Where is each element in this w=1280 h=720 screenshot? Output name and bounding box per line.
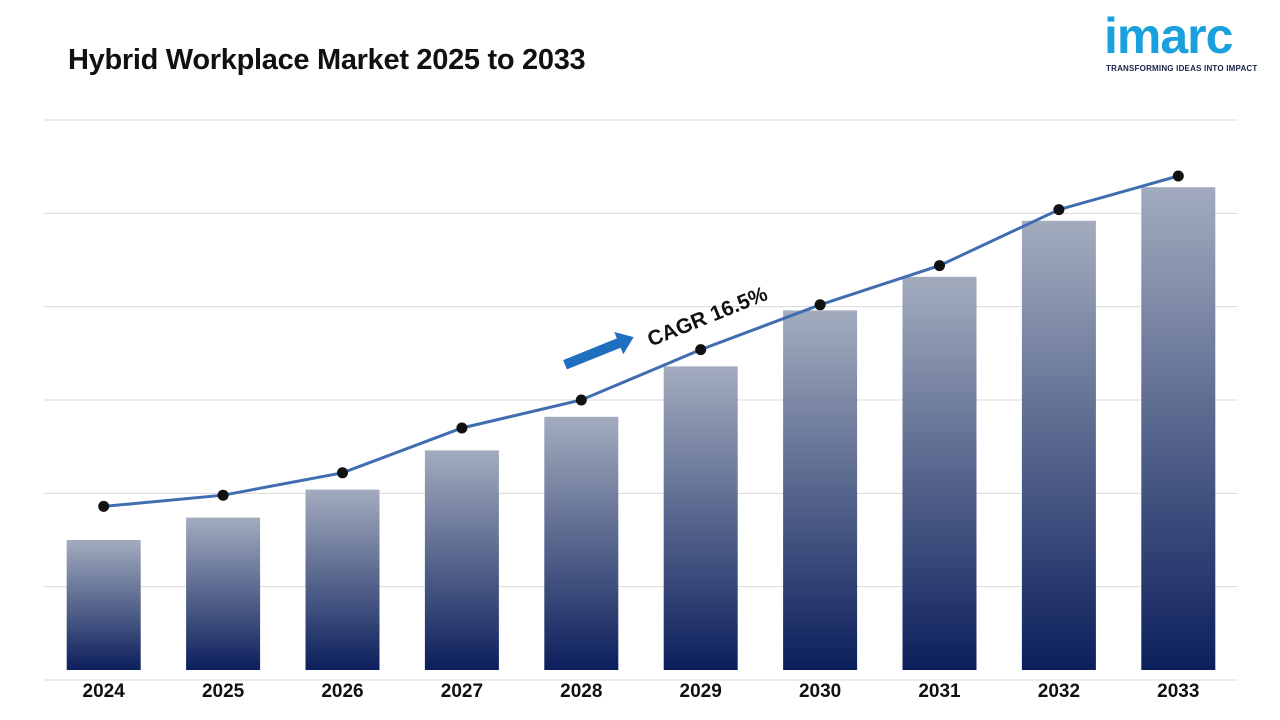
x-tick-label: 2031 <box>918 681 961 702</box>
bar-2025 <box>186 517 261 670</box>
trend-marker-2032 <box>1053 204 1065 216</box>
chart-title: Hybrid Workplace Market 2025 to 2033 <box>68 44 586 76</box>
trend-marker-2028 <box>575 394 587 406</box>
x-tick-label: 2026 <box>321 681 363 702</box>
bar-2031 <box>902 276 977 670</box>
trend-marker-2030 <box>814 299 826 311</box>
logo-tagline: TRANSFORMING IDEAS INTO IMPACT <box>1106 64 1258 73</box>
trend-marker-2027 <box>456 422 468 434</box>
trend-marker-2029 <box>695 344 707 356</box>
trend-marker-2024 <box>98 500 110 512</box>
trend-line-group <box>98 170 1184 512</box>
bar-2024 <box>66 540 141 670</box>
bar-2032 <box>1021 220 1096 671</box>
x-tick-label: 2032 <box>1038 681 1080 702</box>
trend-marker-2033 <box>1172 170 1184 182</box>
x-tick-label: 2028 <box>560 681 602 702</box>
cagr-arrow-icon <box>563 331 634 370</box>
bar-2027 <box>424 450 499 670</box>
trend-marker-2031 <box>934 260 945 272</box>
trend-marker-2025 <box>217 489 229 501</box>
x-tick-label: 2027 <box>441 681 483 702</box>
x-tick-label: 2029 <box>680 681 722 702</box>
trend-marker-2026 <box>337 467 348 479</box>
bar-2033 <box>1141 187 1216 670</box>
x-tick-label: 2030 <box>799 681 841 702</box>
bar-2028 <box>544 416 619 670</box>
bars <box>66 187 1216 671</box>
bar-2026 <box>305 489 380 670</box>
logo-wordmark: imarc <box>1104 8 1233 64</box>
x-axis-labels: 2024 2025 2026 2027 2028 2029 2030 2031 2032 2033 <box>83 681 1200 702</box>
imarc-logo: imarc TRANSFORMING IDEAS INTO IMPACT <box>1104 8 1264 78</box>
cagr-label: CAGR 16.5% <box>644 282 771 351</box>
x-tick-label: 2033 <box>1157 681 1199 702</box>
x-tick-label: 2024 <box>83 681 126 702</box>
bar-2030 <box>783 310 858 670</box>
bar-2029 <box>663 366 738 670</box>
cagr-annotation: CAGR 16.5% <box>563 282 771 370</box>
x-tick-label: 2025 <box>202 681 245 702</box>
trend-line <box>103 174 1179 508</box>
